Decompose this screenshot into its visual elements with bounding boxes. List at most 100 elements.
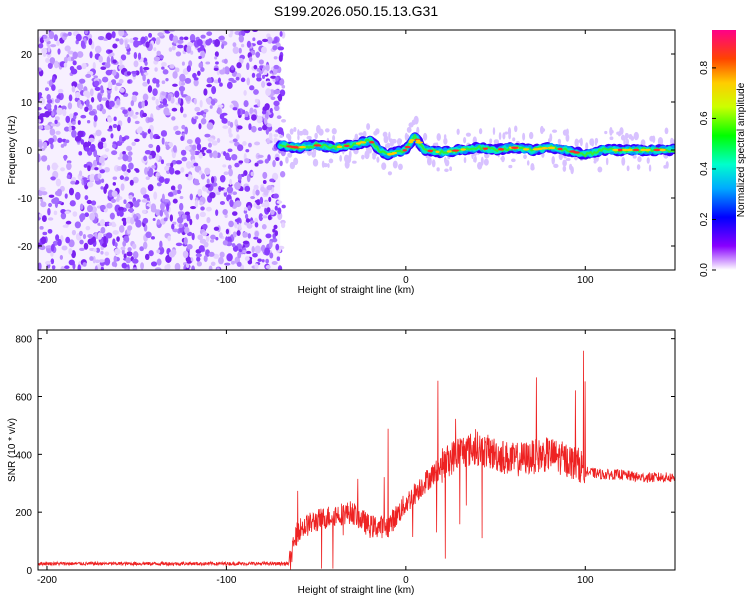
noise-speckle (133, 60, 139, 68)
noise-speckle (238, 160, 244, 164)
signal-peak (446, 150, 452, 153)
noise-speckle (168, 30, 176, 33)
noise-speckle (237, 251, 242, 259)
noise-speckle (234, 181, 241, 190)
colorbar-tick-label: 0.8 (699, 61, 710, 75)
noise-speckle (123, 171, 129, 176)
noise-speckle (119, 175, 125, 181)
noise-speckle (103, 235, 107, 244)
noise-speckle (243, 206, 248, 211)
noise-speckle (253, 184, 259, 190)
signal-peak (369, 141, 375, 144)
noise-speckle (196, 256, 201, 262)
signal-halo (562, 129, 568, 136)
noise-speckle (104, 183, 109, 190)
noise-speckle (244, 110, 249, 118)
signal-halo (630, 135, 635, 141)
noise-speckle (74, 221, 81, 229)
noise-speckle (101, 97, 108, 101)
noise-speckle (100, 266, 104, 270)
signal-peak (612, 148, 620, 152)
noise-speckle (140, 36, 146, 45)
noise-speckle (217, 104, 224, 108)
noise-speckle (232, 138, 238, 143)
noise-speckle (183, 36, 189, 41)
noise-speckle (163, 217, 168, 222)
y-tick-label: 200 (15, 508, 32, 519)
noise-speckle (96, 105, 101, 111)
noise-speckle (181, 61, 185, 66)
noise-speckle (200, 44, 205, 51)
colorbar-tick-label: 0.6 (699, 111, 710, 125)
noise-speckle (199, 99, 203, 108)
noise-speckle (105, 32, 112, 40)
colorbar-tick-label: 0.2 (699, 212, 710, 226)
noise-speckle (181, 156, 188, 162)
noise-speckle (78, 151, 83, 156)
noise-speckle (55, 234, 60, 241)
noise-speckle (47, 228, 53, 234)
noise-speckle (105, 99, 110, 109)
noise-speckle (149, 131, 154, 140)
noise-speckle (212, 150, 218, 159)
noise-speckle (101, 108, 107, 115)
noise-speckle (62, 108, 67, 117)
noise-speckle (237, 125, 243, 130)
noise-speckle (143, 155, 148, 162)
noise-speckle (133, 213, 137, 219)
noise-speckle (256, 76, 262, 82)
noise-speckle (206, 31, 213, 36)
noise-speckle (84, 106, 89, 112)
signal-halo (361, 154, 365, 160)
noise-speckle (271, 261, 278, 265)
noise-speckle (273, 89, 280, 95)
noise-speckle (66, 160, 72, 164)
noise-speckle (256, 115, 263, 124)
noise-speckle (50, 251, 54, 257)
noise-speckle (62, 33, 69, 37)
noise-speckle (265, 233, 272, 239)
noise-speckle (252, 252, 258, 258)
noise-speckle (174, 90, 180, 98)
noise-speckle (127, 247, 132, 252)
noise-speckle (68, 125, 72, 132)
noise-speckle (277, 93, 283, 102)
noise-speckle (160, 130, 168, 137)
noise-speckle (219, 113, 225, 120)
noise-speckle (232, 107, 238, 111)
signal-halo (297, 134, 300, 141)
noise-speckle (261, 259, 265, 263)
noise-speckle (142, 133, 147, 139)
noise-speckle (68, 259, 75, 266)
noise-speckle (216, 138, 221, 143)
noise-speckle (104, 166, 110, 173)
signal-peak (626, 148, 633, 152)
y-tick-label: -10 (18, 194, 33, 205)
noise-speckle (270, 96, 276, 101)
signal-peak (532, 148, 541, 151)
noise-speckle (198, 152, 203, 159)
noise-speckle (274, 80, 281, 85)
noise-speckle (201, 146, 207, 151)
noise-speckle (261, 74, 266, 80)
noise-speckle (198, 62, 204, 69)
noise-speckle (159, 209, 164, 217)
noise-speckle (244, 256, 250, 262)
noise-speckle (39, 226, 44, 230)
signal-halo (528, 131, 534, 140)
noise-speckle (154, 267, 162, 270)
noise-speckle (216, 191, 221, 196)
noise-speckle (228, 127, 232, 135)
noise-speckle (112, 176, 118, 180)
noise-speckle (240, 173, 245, 177)
noise-speckle (65, 236, 71, 244)
signal-halo (620, 134, 626, 141)
noise-speckle (118, 30, 125, 37)
noise-speckle (189, 218, 193, 226)
noise-speckle (67, 102, 73, 110)
noise-speckle (117, 156, 122, 160)
noise-speckle (79, 239, 84, 245)
noise-speckle (125, 257, 132, 264)
signal-halo (318, 128, 324, 136)
signal-peak (541, 147, 549, 150)
